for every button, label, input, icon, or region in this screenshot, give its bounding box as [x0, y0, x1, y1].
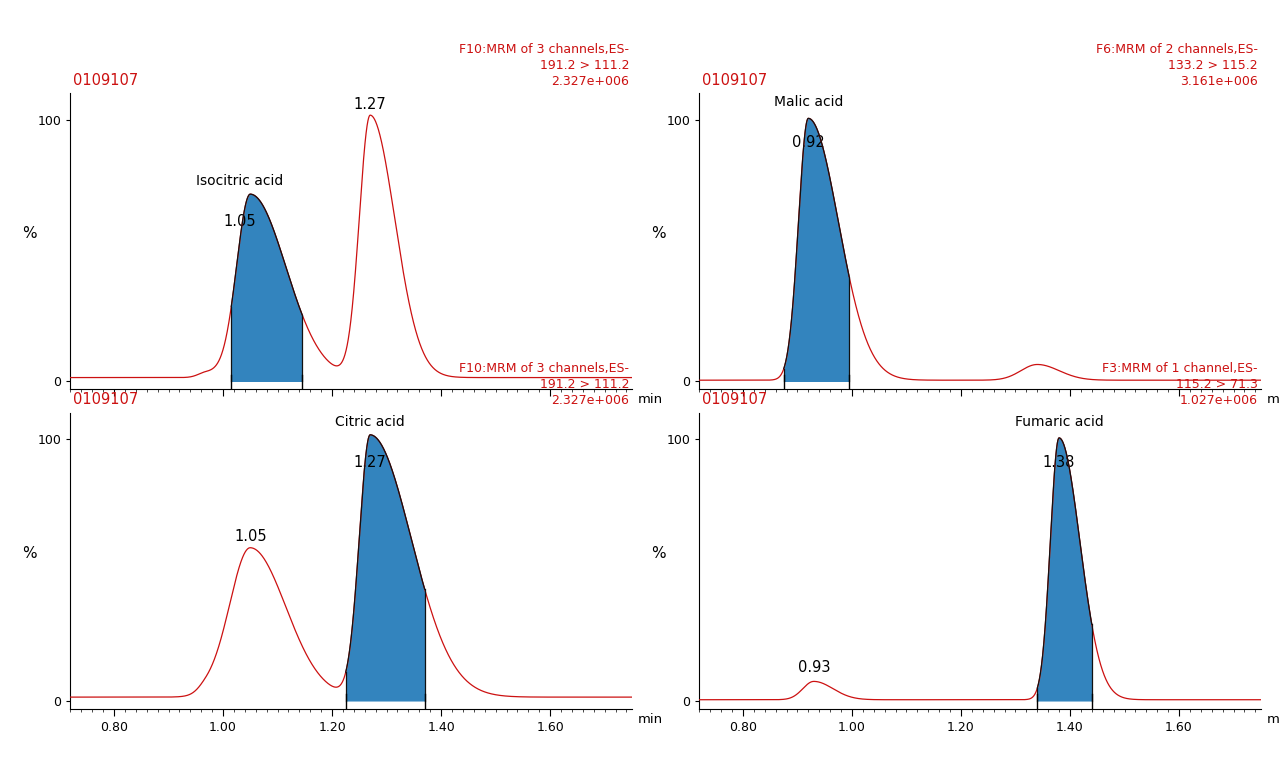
Text: 0109107: 0109107	[73, 72, 138, 87]
Text: 0109107: 0109107	[703, 392, 767, 407]
Text: Fumaric acid: Fumaric acid	[1015, 414, 1103, 428]
Text: F10:MRM of 3 channels,ES-
191.2 > 111.2
2.327e+006: F10:MRM of 3 channels,ES- 191.2 > 111.2 …	[460, 43, 628, 87]
Text: 1.27: 1.27	[353, 97, 387, 112]
Y-axis label: %: %	[650, 227, 666, 241]
Text: min: min	[1266, 713, 1280, 726]
Text: min: min	[1266, 393, 1280, 407]
Text: Citric acid: Citric acid	[335, 414, 404, 428]
Text: F3:MRM of 1 channel,ES-
115.2 > 71.3
1.027e+006: F3:MRM of 1 channel,ES- 115.2 > 71.3 1.0…	[1102, 362, 1258, 407]
Text: min: min	[637, 713, 663, 726]
Y-axis label: %: %	[22, 227, 36, 241]
Y-axis label: %: %	[22, 546, 36, 561]
Text: 1.05: 1.05	[234, 529, 266, 544]
Text: 0.93: 0.93	[797, 660, 829, 675]
Text: 0109107: 0109107	[73, 392, 138, 407]
Text: F10:MRM of 3 channels,ES-
191.2 > 111.2
2.327e+006: F10:MRM of 3 channels,ES- 191.2 > 111.2 …	[460, 362, 628, 407]
Text: Malic acid: Malic acid	[773, 95, 844, 109]
Text: 0.92: 0.92	[792, 136, 824, 150]
Text: 0109107: 0109107	[703, 72, 767, 87]
Text: 1.05: 1.05	[223, 214, 256, 229]
Text: 1.27: 1.27	[353, 455, 387, 470]
Text: Isocitric acid: Isocitric acid	[196, 174, 283, 188]
Text: F6:MRM of 2 channels,ES-
133.2 > 115.2
3.161e+006: F6:MRM of 2 channels,ES- 133.2 > 115.2 3…	[1096, 43, 1258, 87]
Y-axis label: %: %	[650, 546, 666, 561]
Text: 1.38: 1.38	[1043, 455, 1075, 470]
Text: min: min	[637, 393, 663, 407]
